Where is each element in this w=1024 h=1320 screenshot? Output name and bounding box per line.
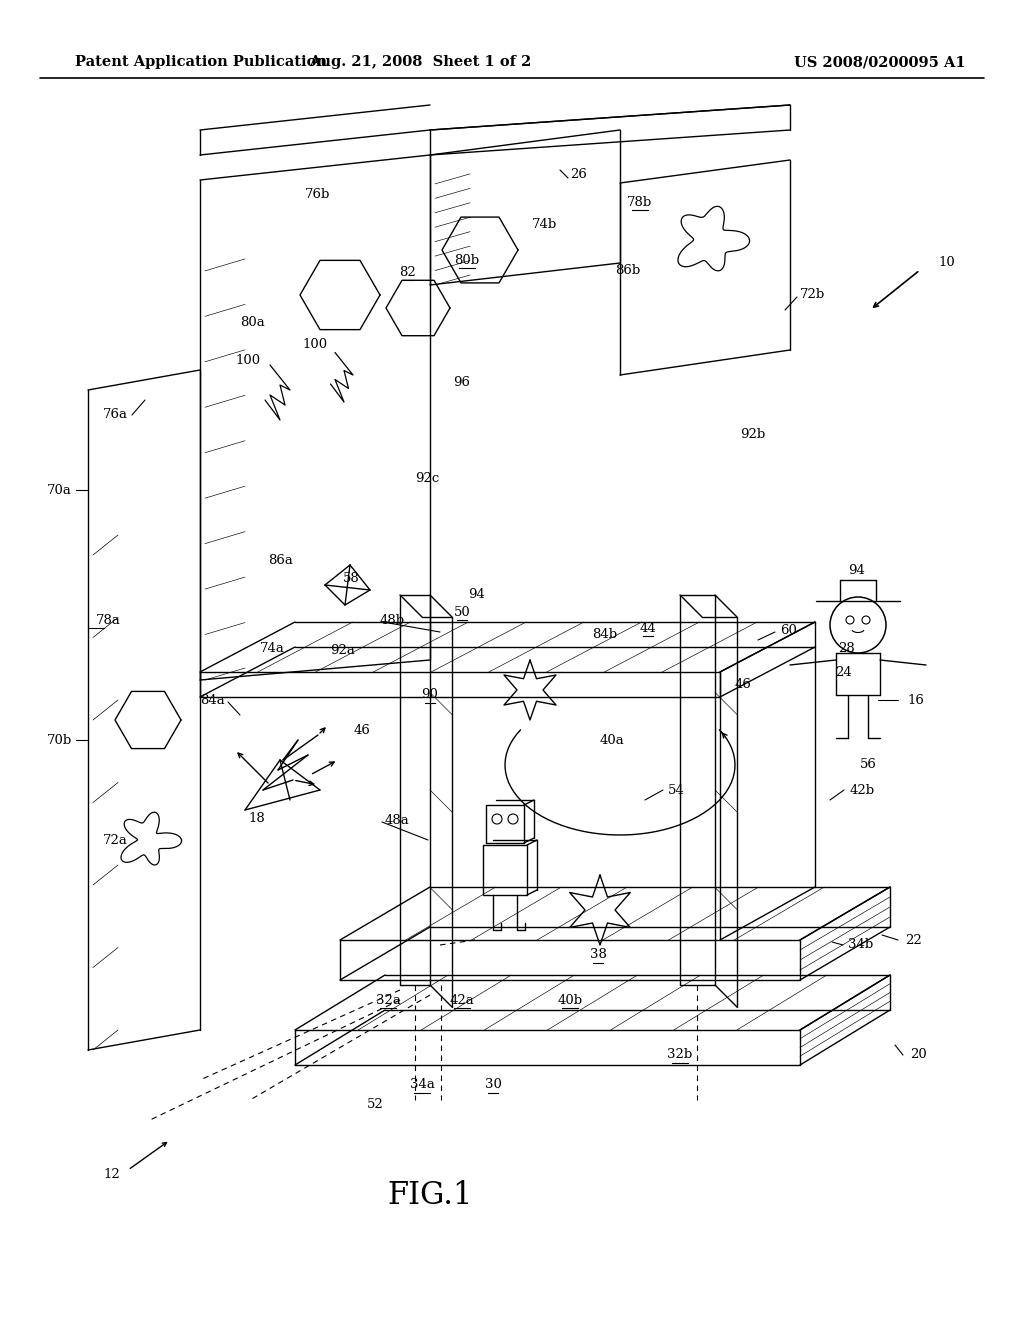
Text: 70b: 70b <box>47 734 72 747</box>
Text: 48b: 48b <box>380 614 406 627</box>
Text: 80a: 80a <box>240 315 265 329</box>
Text: 60: 60 <box>780 623 797 636</box>
Text: 86b: 86b <box>615 264 640 276</box>
Text: FIG.1: FIG.1 <box>387 1180 473 1210</box>
Text: 40b: 40b <box>557 994 583 1006</box>
Text: 34b: 34b <box>848 939 873 952</box>
Text: 80b: 80b <box>455 253 479 267</box>
Text: 90: 90 <box>422 689 438 701</box>
Text: 26: 26 <box>570 169 587 181</box>
Text: 70a: 70a <box>47 483 72 496</box>
Text: 46: 46 <box>735 678 752 692</box>
Text: 50: 50 <box>454 606 470 619</box>
Text: 100: 100 <box>302 338 327 351</box>
Text: 42b: 42b <box>850 784 876 796</box>
Text: 86a: 86a <box>268 553 293 566</box>
Text: 78a: 78a <box>96 614 121 627</box>
Text: 30: 30 <box>484 1078 502 1092</box>
Text: 20: 20 <box>910 1048 927 1061</box>
Text: 72b: 72b <box>800 289 825 301</box>
Text: US 2008/0200095 A1: US 2008/0200095 A1 <box>795 55 966 69</box>
Text: 44: 44 <box>640 622 656 635</box>
Text: 96: 96 <box>453 375 470 388</box>
Text: 54: 54 <box>668 784 685 796</box>
Text: 40a: 40a <box>600 734 625 747</box>
Text: 56: 56 <box>860 759 877 771</box>
Text: 22: 22 <box>905 933 922 946</box>
Text: 100: 100 <box>234 354 260 367</box>
Text: 92a: 92a <box>330 644 355 656</box>
Text: 92c: 92c <box>415 471 439 484</box>
Text: 74b: 74b <box>532 219 557 231</box>
Text: 28: 28 <box>838 642 855 655</box>
Text: Aug. 21, 2008  Sheet 1 of 2: Aug. 21, 2008 Sheet 1 of 2 <box>309 55 531 69</box>
Text: 32b: 32b <box>668 1048 692 1061</box>
Text: 10: 10 <box>938 256 954 268</box>
Text: 78b: 78b <box>628 195 652 209</box>
Text: 74a: 74a <box>260 642 285 655</box>
Text: 24: 24 <box>835 665 852 678</box>
Text: 32a: 32a <box>376 994 400 1006</box>
Text: 18: 18 <box>248 812 265 825</box>
Text: 94: 94 <box>468 589 485 602</box>
Text: 82: 82 <box>399 265 417 279</box>
Text: 16: 16 <box>907 693 924 706</box>
Text: 94: 94 <box>848 564 865 577</box>
Text: 52: 52 <box>367 1098 383 1111</box>
Text: 72a: 72a <box>103 833 128 846</box>
Text: 76b: 76b <box>304 189 330 202</box>
Text: 46: 46 <box>353 723 370 737</box>
Text: 58: 58 <box>343 572 360 585</box>
Text: 76a: 76a <box>103 408 128 421</box>
Text: 34a: 34a <box>410 1078 434 1092</box>
Text: 42a: 42a <box>450 994 474 1006</box>
Text: 48a: 48a <box>385 813 410 826</box>
Text: 38: 38 <box>590 949 606 961</box>
Text: 12: 12 <box>103 1168 120 1181</box>
Text: 84b: 84b <box>592 628 617 642</box>
Text: Patent Application Publication: Patent Application Publication <box>75 55 327 69</box>
Text: 92b: 92b <box>740 429 765 441</box>
Text: 84a: 84a <box>201 693 225 706</box>
